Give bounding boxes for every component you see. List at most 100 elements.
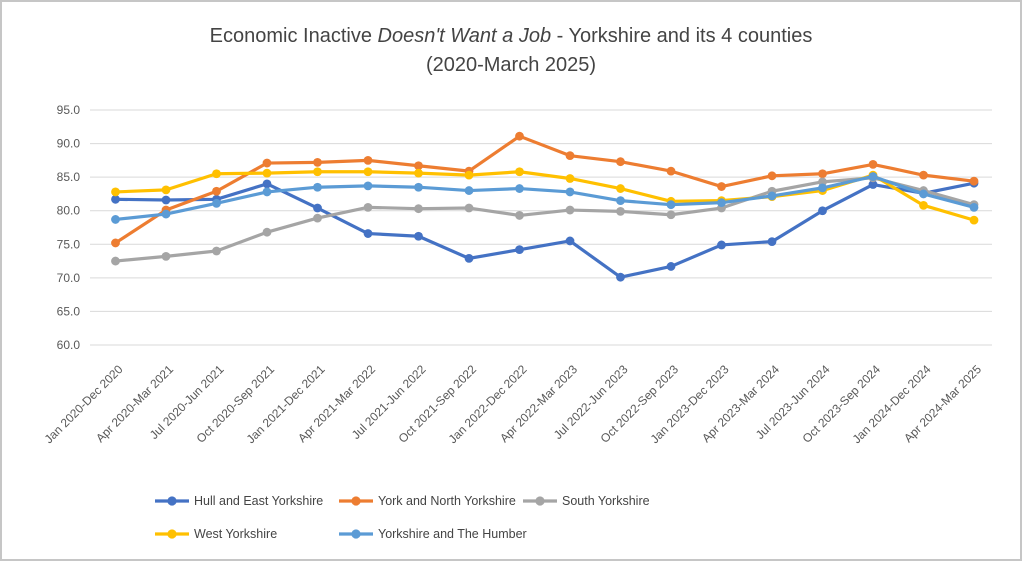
data-point xyxy=(414,168,423,178)
legend-dot xyxy=(535,496,545,506)
data-point xyxy=(969,176,979,186)
data-point xyxy=(515,167,524,177)
y-axis-tick-label: 95.0 xyxy=(57,103,81,117)
y-axis-tick-label: 65.0 xyxy=(57,304,81,318)
legend-label: Hull and East Yorkshire xyxy=(194,494,324,508)
title-italic-text: Doesn't Want a Job xyxy=(377,25,552,47)
data-point xyxy=(565,205,575,215)
data-point xyxy=(262,227,272,237)
legend: Hull and East Yorkshire York and North Yo… xyxy=(154,491,914,557)
legend-item-south-yorkshire: South Yorkshire xyxy=(522,494,650,508)
data-point xyxy=(111,187,120,197)
data-point xyxy=(868,180,878,189)
y-axis-tick-label: 85.0 xyxy=(57,170,81,184)
title-text: Economic Inactive xyxy=(209,25,378,47)
data-point xyxy=(515,245,524,255)
data-point xyxy=(868,172,878,181)
data-point xyxy=(767,237,777,247)
data-point xyxy=(919,170,928,180)
legend-dot xyxy=(351,496,361,506)
data-point xyxy=(565,151,575,161)
series-south-yorkshire xyxy=(111,173,979,266)
data-point xyxy=(363,167,373,177)
data-point xyxy=(919,200,928,210)
data-point xyxy=(464,203,474,213)
data-point xyxy=(515,184,524,193)
data-point xyxy=(161,209,171,219)
data-point xyxy=(767,191,777,201)
data-point xyxy=(515,131,524,141)
data-point xyxy=(666,210,676,220)
data-point xyxy=(464,186,474,195)
data-point xyxy=(313,182,322,192)
data-point xyxy=(262,187,272,197)
title-text-suffix: - Yorkshire and its 4 counties xyxy=(551,25,813,47)
data-point xyxy=(212,246,221,256)
data-point xyxy=(515,211,524,220)
y-axis-tick-label: 60.0 xyxy=(57,338,81,352)
data-point xyxy=(565,236,575,246)
legend-item-hull-and-east-yorkshire: Hull and East Yorkshire xyxy=(154,494,338,508)
data-point xyxy=(616,206,625,216)
data-point xyxy=(666,200,676,210)
y-axis-tick-label: 75.0 xyxy=(57,237,81,251)
legend-marker-icon xyxy=(339,529,373,539)
data-point xyxy=(616,184,625,193)
series-line xyxy=(113,181,976,279)
legend-marker-icon xyxy=(155,496,189,506)
data-point xyxy=(363,155,373,165)
data-point xyxy=(313,167,322,177)
data-point xyxy=(616,196,625,206)
data-point xyxy=(767,171,777,181)
legend-marker-icon xyxy=(339,496,373,506)
y-axis-tick-label: 90.0 xyxy=(57,137,81,151)
data-point xyxy=(717,198,726,208)
data-point xyxy=(414,231,423,241)
series-hull-and-east-yorkshire xyxy=(111,178,979,282)
data-point xyxy=(363,181,373,191)
data-point xyxy=(414,204,423,214)
data-point xyxy=(212,198,221,208)
legend-row-2: West Yorkshire Yorkshire and The Humber xyxy=(154,524,914,544)
data-point xyxy=(262,179,272,189)
chart-title-line2: (2020-March 2025) xyxy=(425,54,597,76)
data-point xyxy=(464,253,474,263)
data-point xyxy=(363,229,373,238)
data-point xyxy=(616,157,625,167)
data-point xyxy=(161,185,171,195)
legend-label: South Yorkshire xyxy=(562,494,650,508)
legend-row-1: Hull and East Yorkshire York and North Yo… xyxy=(154,491,914,511)
series-line xyxy=(113,134,976,245)
legend-label: York and North Yorkshire xyxy=(378,494,516,508)
series-line xyxy=(113,170,976,222)
y-axis-tick-label: 80.0 xyxy=(57,204,81,218)
data-point xyxy=(666,262,676,271)
data-point xyxy=(414,161,423,171)
legend-label: Yorkshire and The Humber xyxy=(378,527,527,541)
legend-dot xyxy=(167,496,177,506)
data-point xyxy=(616,272,625,282)
data-point xyxy=(161,251,171,261)
chart-title-line1: Economic Inactive Doesn't Want a Job - Y… xyxy=(2,22,1020,51)
legend-item-yorkshire-and-the-humber: Yorkshire and The Humber xyxy=(338,527,527,541)
data-point xyxy=(111,215,120,224)
data-point xyxy=(818,206,827,216)
legend-marker-icon xyxy=(155,529,189,539)
data-point xyxy=(919,189,928,199)
data-point xyxy=(161,195,171,205)
data-point xyxy=(717,182,726,191)
data-point xyxy=(969,215,979,225)
data-point xyxy=(818,169,827,179)
data-point xyxy=(565,187,575,197)
data-point xyxy=(868,159,878,169)
data-point xyxy=(111,256,120,266)
legend-item-york-and-north-yorkshire: York and North Yorkshire xyxy=(338,494,522,508)
series-yorkshire-and-the-humber xyxy=(111,172,979,224)
data-point xyxy=(363,202,373,212)
series-line xyxy=(113,176,976,263)
legend-label: West Yorkshire xyxy=(194,527,278,541)
data-point xyxy=(666,166,676,176)
series-line xyxy=(113,174,976,222)
data-point xyxy=(313,203,322,213)
